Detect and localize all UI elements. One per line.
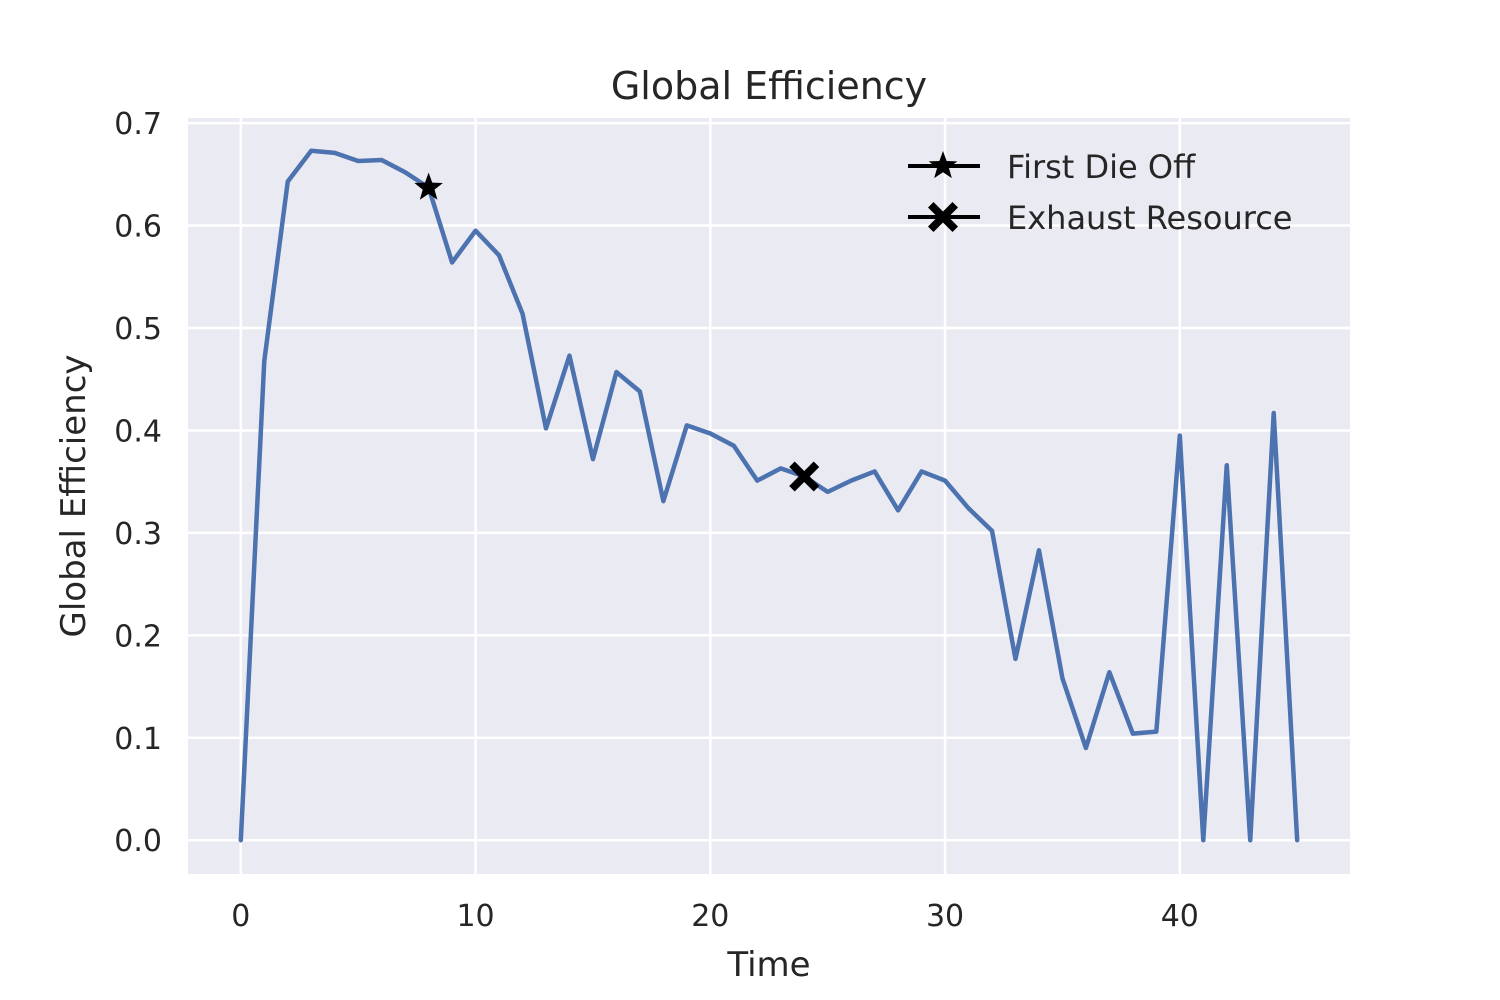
legend-label-exhaust-resource: Exhaust Resource: [1007, 199, 1292, 237]
x-tick-label: 20: [691, 899, 729, 934]
y-tick-label: 0.6: [114, 210, 162, 245]
x-axis-label: Time: [726, 945, 810, 985]
x-tick-label: 40: [1161, 899, 1199, 934]
tick-labels: 0 10 20 30 40 0.0 0.1 0.2 0.3 0.4 0.5 0.6 0.7: [114, 107, 1199, 934]
y-tick-label: 0.0: [114, 824, 162, 859]
x-marker-icon: [928, 202, 958, 232]
chart-title: Global Efficiency: [611, 64, 927, 108]
grid: [188, 118, 1350, 874]
y-tick-label: 0.7: [114, 107, 162, 142]
y-tick-label: 0.4: [114, 414, 162, 449]
exhaust-resource-marker: [789, 461, 820, 492]
x-tick-label: 10: [456, 899, 494, 934]
event-markers: [414, 172, 820, 492]
y-tick-label: 0.3: [114, 517, 162, 552]
first-die-off-marker: [414, 172, 443, 200]
y-tick-label: 0.1: [114, 722, 162, 757]
star-icon: [928, 151, 958, 179]
plot-background: [188, 118, 1350, 874]
x-tick-label: 0: [231, 899, 250, 934]
series-group: [238, 148, 1300, 843]
series-line: [238, 148, 1300, 843]
y-tick-label: 0.5: [114, 312, 162, 347]
legend: First Die Off Exhaust Resource: [908, 148, 1292, 237]
legend-label-first-die-off: First Die Off: [1007, 148, 1196, 186]
y-axis-label: Global Efficiency: [54, 354, 94, 637]
x-tick-label: 30: [926, 899, 964, 934]
y-tick-label: 0.2: [114, 619, 162, 654]
